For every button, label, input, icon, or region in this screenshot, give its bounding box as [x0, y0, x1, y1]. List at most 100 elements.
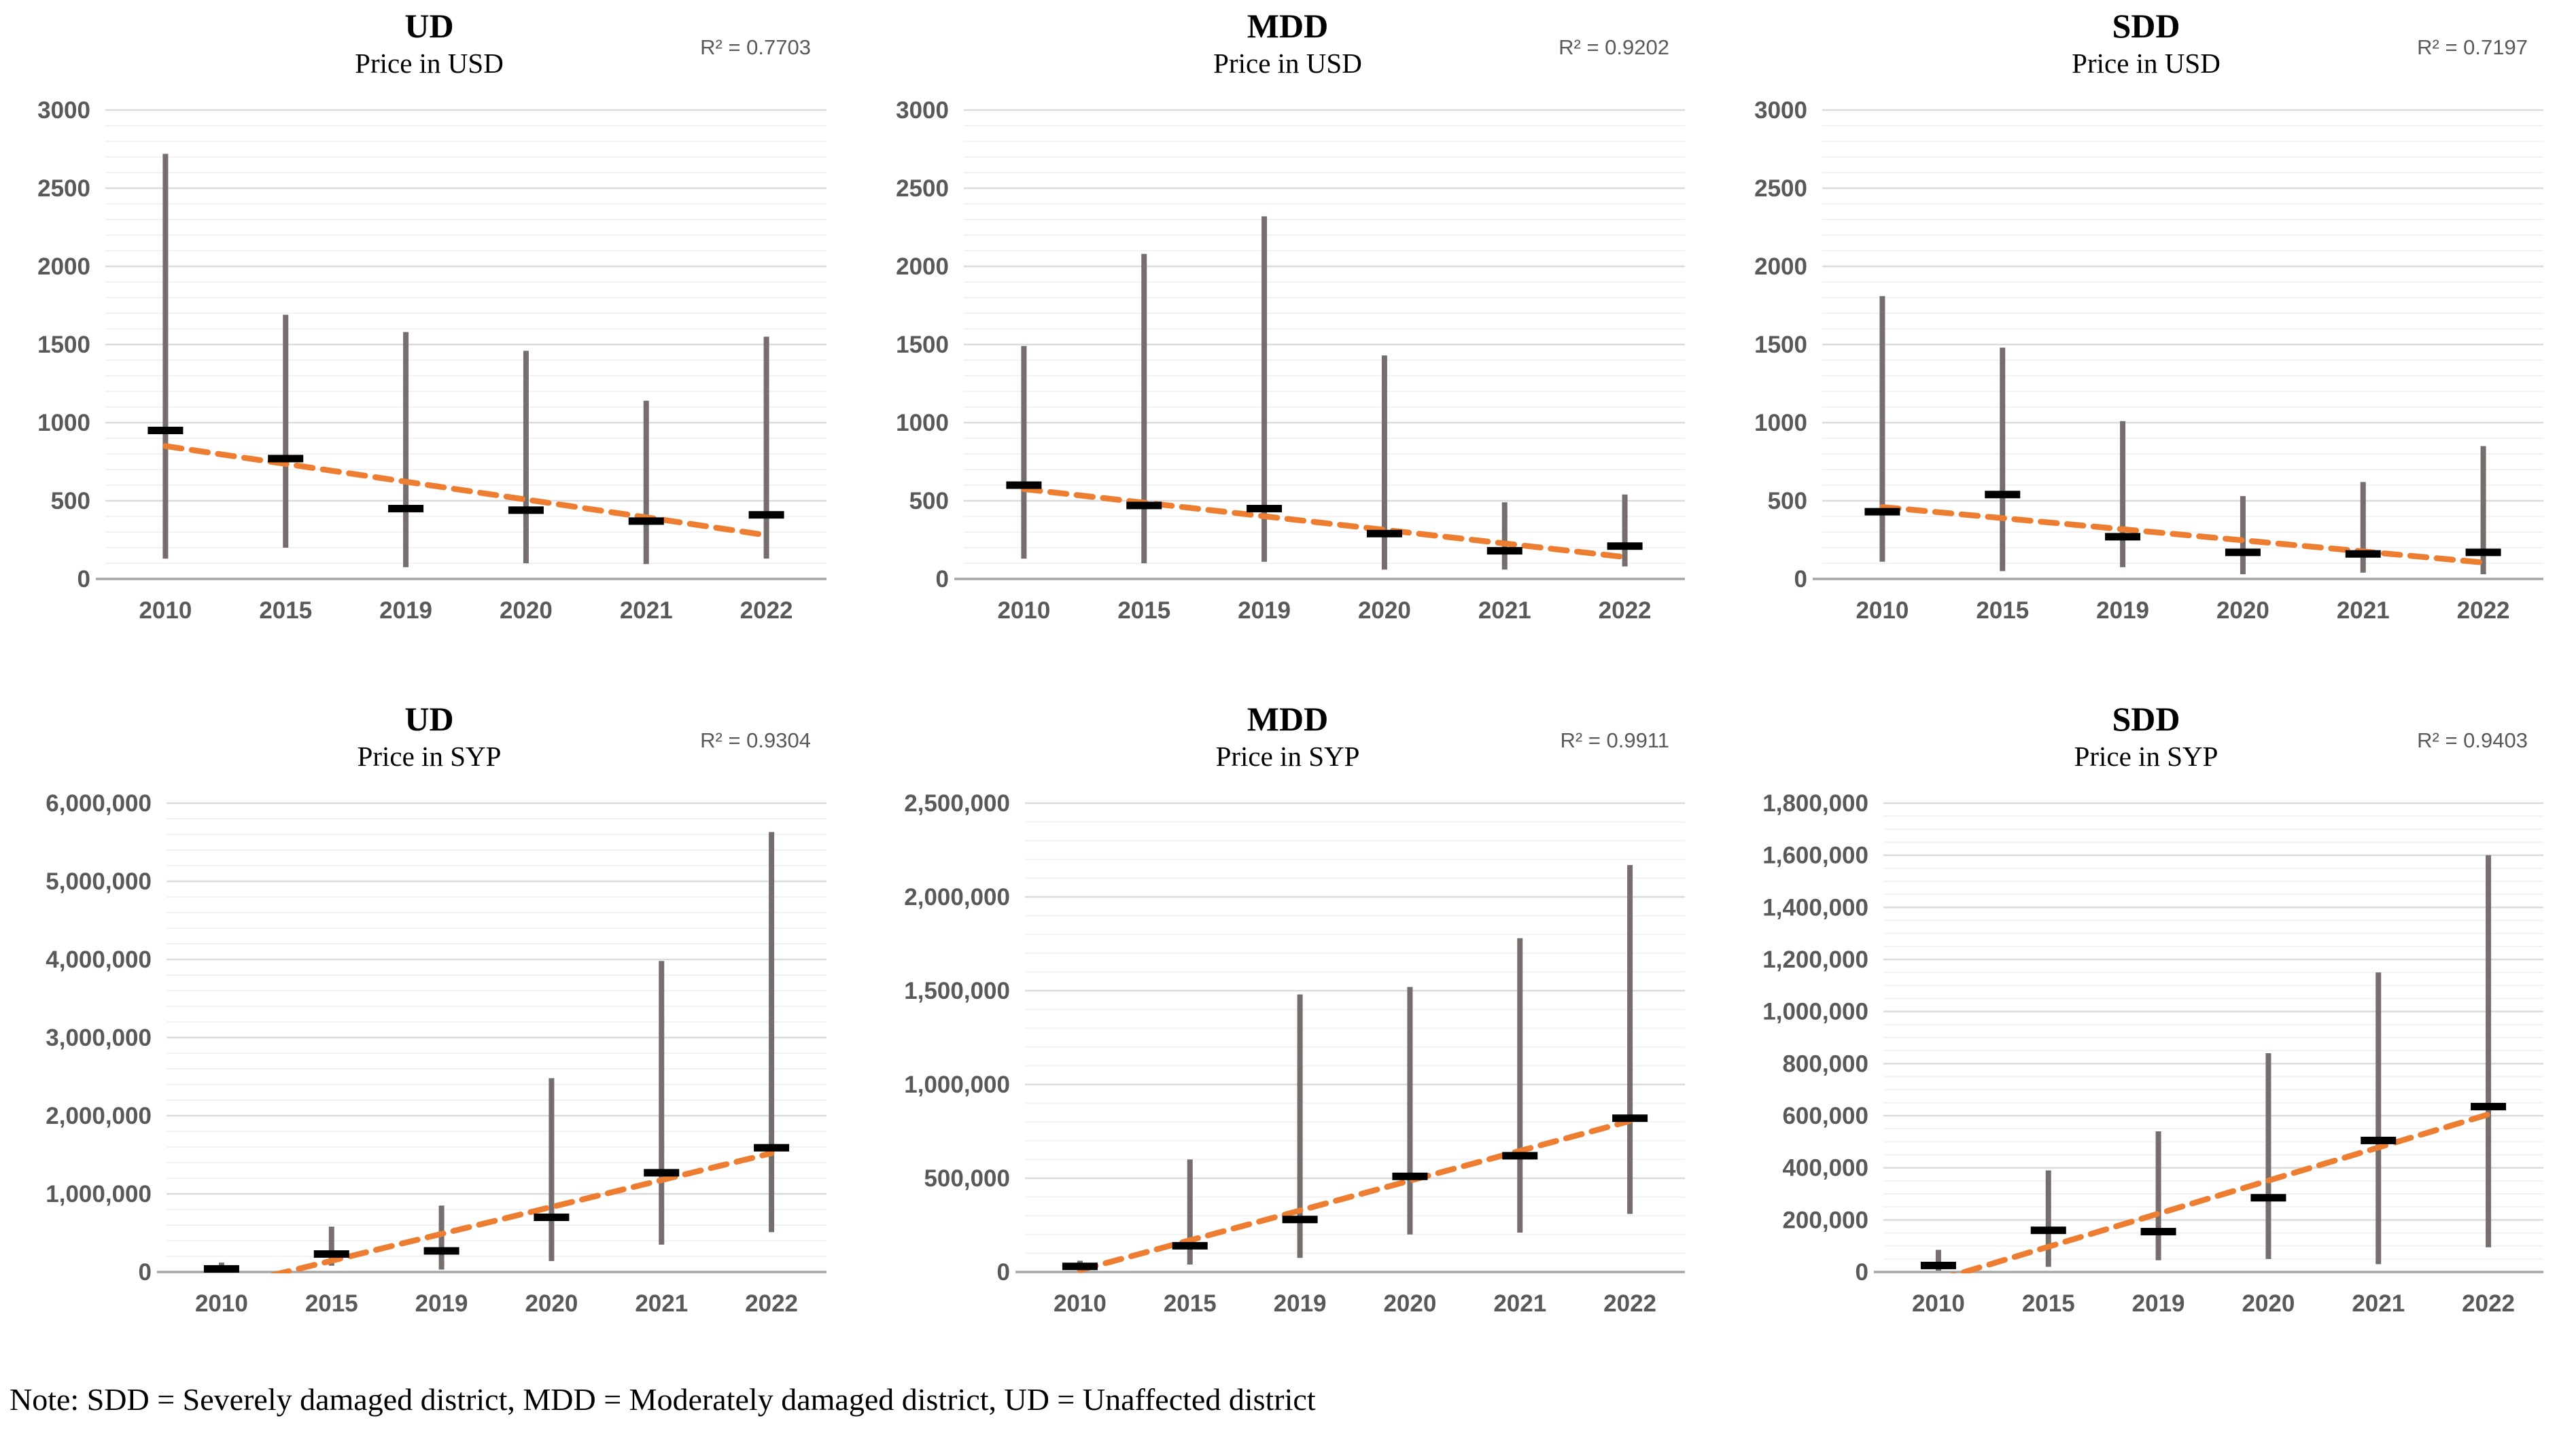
- svg-text:2021: 2021: [2337, 597, 2390, 624]
- svg-text:2021: 2021: [635, 1290, 688, 1317]
- chart-grid: 0 500 1000 1500 2000 2500 3000 2010 2015 2019 2020…: [0, 0, 2575, 1362]
- svg-text:3,000,000: 3,000,000: [46, 1025, 152, 1051]
- svg-text:2015: 2015: [1976, 597, 2029, 624]
- svg-text:1,000,000: 1,000,000: [1762, 999, 1868, 1025]
- note-text: Note: SDD = Severely damaged district, M…: [10, 1382, 1316, 1417]
- svg-text:2020: 2020: [2216, 597, 2269, 624]
- svg-text:2500: 2500: [1754, 175, 1807, 202]
- svg-text:2010: 2010: [195, 1290, 248, 1317]
- svg-text:2022: 2022: [2457, 597, 2510, 624]
- svg-text:2010: 2010: [1054, 1290, 1107, 1317]
- svg-text:2022: 2022: [745, 1290, 798, 1317]
- svg-text:2,000,000: 2,000,000: [904, 884, 1010, 911]
- svg-text:2019: 2019: [1274, 1290, 1327, 1317]
- chart-sdd-syp: 0 200,000 400,000 600,000 800,000 1,000,000 1,…: [1717, 693, 2575, 1362]
- svg-text:2500: 2500: [37, 175, 90, 202]
- chart-canvas-sdd-usd: 0 500 1000 1500 2000 2500 3000 2010 2015 2019 2020…: [1754, 97, 2543, 624]
- svg-text:2021: 2021: [2352, 1290, 2405, 1317]
- svg-text:2015: 2015: [2022, 1290, 2075, 1317]
- svg-text:500: 500: [909, 488, 949, 514]
- svg-text:500,000: 500,000: [924, 1165, 1010, 1192]
- r-squared-label: R² = 0.9202: [1559, 35, 1669, 59]
- svg-text:2015: 2015: [259, 597, 312, 624]
- svg-text:2021: 2021: [1493, 1290, 1546, 1317]
- svg-text:5,000,000: 5,000,000: [46, 868, 152, 895]
- svg-text:6,000,000: 6,000,000: [46, 790, 152, 817]
- svg-text:1500: 1500: [37, 332, 90, 358]
- svg-text:2022: 2022: [740, 597, 793, 624]
- svg-text:600,000: 600,000: [1782, 1103, 1868, 1129]
- r-squared-label: R² = 0.9304: [700, 728, 811, 752]
- r-squared-label: R² = 0.9911: [1560, 728, 1669, 752]
- svg-text:2021: 2021: [1478, 597, 1531, 624]
- svg-text:200,000: 200,000: [1782, 1207, 1868, 1233]
- svg-text:1,500,000: 1,500,000: [904, 978, 1010, 1004]
- chart-canvas-ud-syp: 0 1,000,000 2,000,000 3,000,000 4,000,000 5,0…: [46, 790, 826, 1317]
- svg-text:0: 0: [139, 1259, 152, 1286]
- svg-text:2019: 2019: [2096, 597, 2149, 624]
- svg-text:1000: 1000: [896, 410, 949, 436]
- svg-text:1,200,000: 1,200,000: [1762, 947, 1868, 973]
- svg-text:2022: 2022: [2462, 1290, 2515, 1317]
- svg-text:2019: 2019: [1238, 597, 1291, 624]
- svg-text:2019: 2019: [2132, 1290, 2185, 1317]
- svg-text:500: 500: [1768, 488, 1807, 514]
- svg-text:2020: 2020: [2242, 1290, 2295, 1317]
- chart-canvas-mdd-usd: 0 500 1000 1500 2000 2500 3000 2010 2015 2019 2020…: [896, 97, 1685, 624]
- svg-text:4,000,000: 4,000,000: [46, 947, 152, 973]
- svg-text:2500: 2500: [896, 175, 949, 202]
- svg-text:0: 0: [77, 566, 90, 593]
- svg-text:2,000,000: 2,000,000: [46, 1103, 152, 1129]
- r-squared-label: R² = 0.7703: [700, 35, 811, 59]
- svg-text:2015: 2015: [1164, 1290, 1217, 1317]
- svg-text:0: 0: [1794, 566, 1807, 593]
- svg-text:2020: 2020: [525, 1290, 578, 1317]
- r-squared-label: R² = 0.7197: [2417, 35, 2528, 59]
- svg-text:0: 0: [997, 1259, 1010, 1286]
- svg-text:1,000,000: 1,000,000: [46, 1181, 152, 1207]
- svg-text:0: 0: [1856, 1259, 1868, 1286]
- chart-canvas-ud-usd: 0 500 1000 1500 2000 2500 3000 2010 2015 2019 2020…: [37, 97, 826, 624]
- svg-text:2010: 2010: [1912, 1290, 1965, 1317]
- svg-text:2020: 2020: [1358, 597, 1411, 624]
- svg-text:3000: 3000: [37, 97, 90, 124]
- r-squared-label: R² = 0.9403: [2417, 728, 2528, 752]
- svg-text:500: 500: [51, 488, 90, 514]
- svg-text:1,600,000: 1,600,000: [1762, 843, 1868, 869]
- svg-text:2010: 2010: [139, 597, 192, 624]
- chart-ud-syp: 0 1,000,000 2,000,000 3,000,000 4,000,000 5,0…: [0, 693, 858, 1362]
- svg-text:0: 0: [936, 566, 949, 593]
- chart-mdd-syp: 0 500,000 1,000,000 1,500,000 2,000,000 2,500…: [858, 693, 1717, 1362]
- svg-text:2022: 2022: [1599, 597, 1652, 624]
- svg-text:2000: 2000: [1754, 253, 1807, 280]
- chart-sdd-usd: 0 500 1000 1500 2000 2500 3000 2010 2015 2019 2020…: [1717, 0, 2575, 669]
- svg-text:1000: 1000: [37, 410, 90, 436]
- chart-mdd-usd: 0 500 1000 1500 2000 2500 3000 2010 2015 2019 2020…: [858, 0, 1717, 669]
- svg-text:1,000,000: 1,000,000: [904, 1072, 1010, 1098]
- svg-text:2019: 2019: [379, 597, 432, 624]
- svg-text:2000: 2000: [37, 253, 90, 280]
- svg-text:2019: 2019: [415, 1290, 468, 1317]
- svg-text:2000: 2000: [896, 253, 949, 280]
- svg-text:800,000: 800,000: [1782, 1050, 1868, 1077]
- svg-text:2010: 2010: [1856, 597, 1909, 624]
- svg-text:2010: 2010: [997, 597, 1050, 624]
- svg-text:1,400,000: 1,400,000: [1762, 894, 1868, 921]
- chart-canvas-mdd-syp: 0 500,000 1,000,000 1,500,000 2,000,000 2,500…: [904, 790, 1685, 1317]
- svg-text:3000: 3000: [896, 97, 949, 124]
- svg-text:1,800,000: 1,800,000: [1762, 790, 1868, 817]
- svg-text:400,000: 400,000: [1782, 1155, 1868, 1182]
- svg-text:2,500,000: 2,500,000: [904, 790, 1010, 817]
- chart-ud-usd: 0 500 1000 1500 2000 2500 3000 2010 2015 2019 2020…: [0, 0, 858, 669]
- svg-text:2021: 2021: [620, 597, 673, 624]
- svg-text:1500: 1500: [896, 332, 949, 358]
- svg-text:2020: 2020: [1383, 1290, 1436, 1317]
- svg-text:2022: 2022: [1603, 1290, 1656, 1317]
- svg-text:2015: 2015: [305, 1290, 358, 1317]
- chart-canvas-sdd-syp: 0 200,000 400,000 600,000 800,000 1,000,000 1,…: [1762, 790, 2543, 1317]
- svg-text:2020: 2020: [500, 597, 553, 624]
- svg-text:3000: 3000: [1754, 97, 1807, 124]
- svg-text:1500: 1500: [1754, 332, 1807, 358]
- svg-text:2015: 2015: [1117, 597, 1170, 624]
- svg-text:1000: 1000: [1754, 410, 1807, 436]
